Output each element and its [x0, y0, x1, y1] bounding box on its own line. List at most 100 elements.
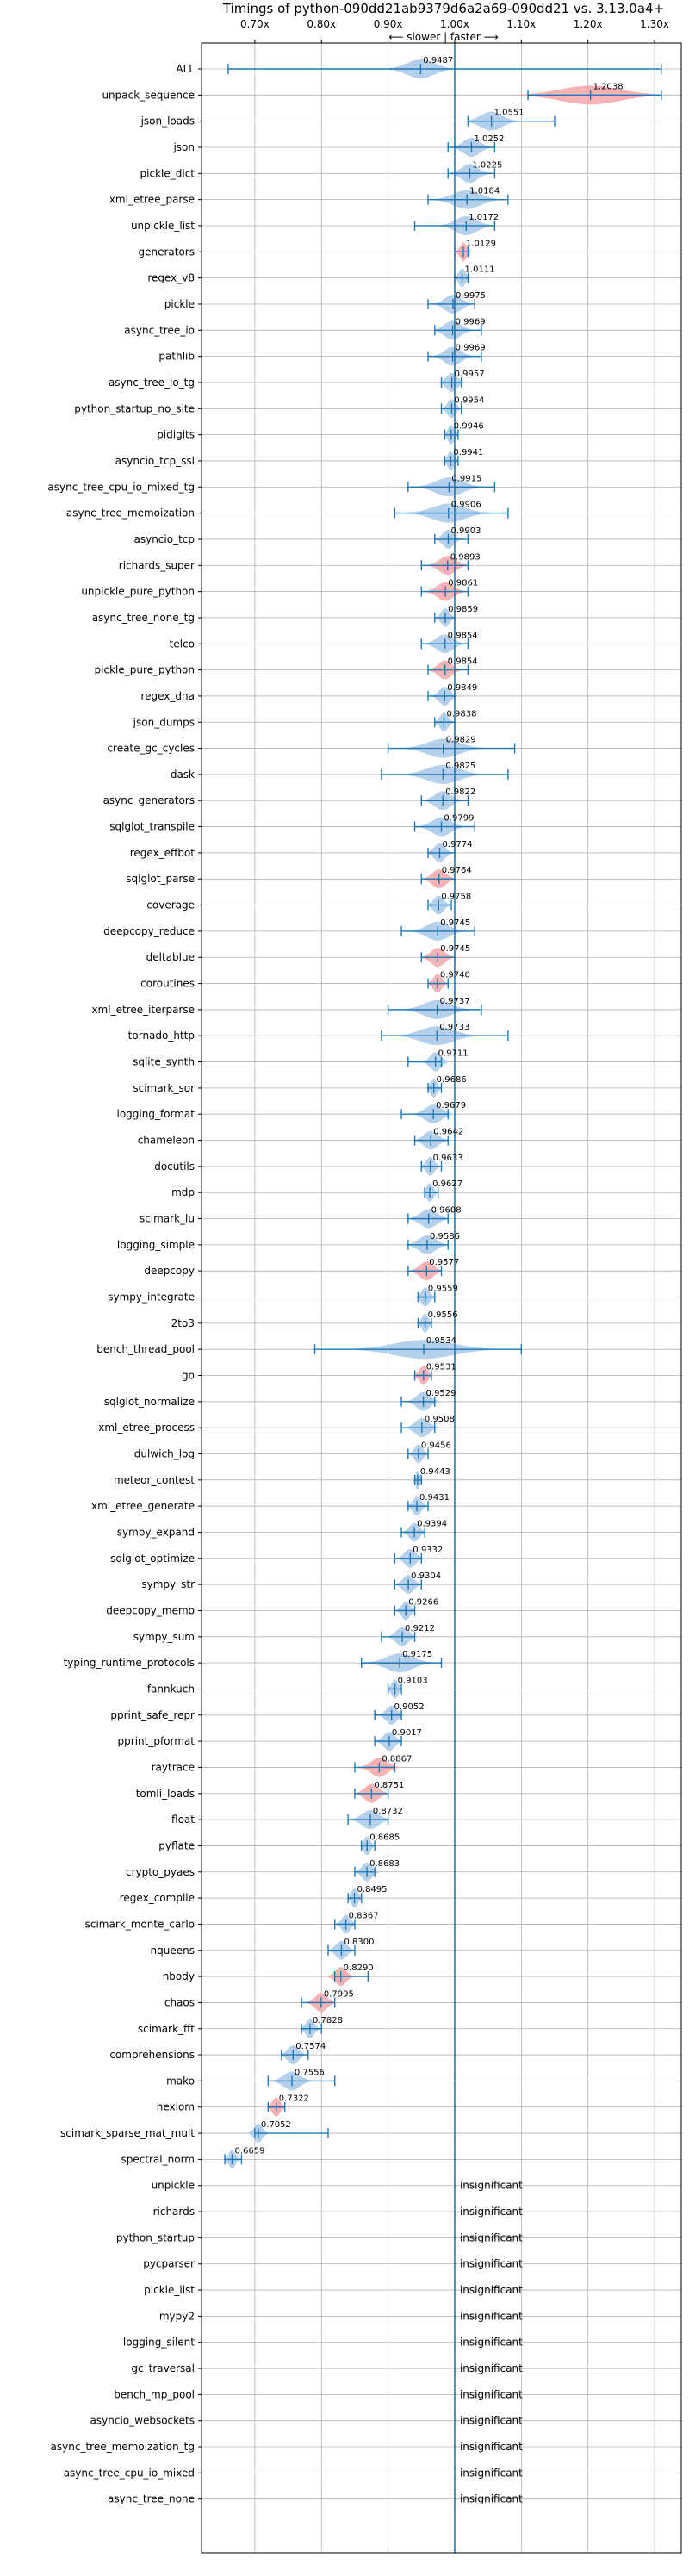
benchmark-label: scimark_sparse_mat_mult — [60, 2127, 195, 2139]
benchmark-label: logging_format — [116, 1108, 195, 1120]
value-label: 0.9854 — [448, 657, 478, 667]
benchmark-label: scimark_monte_carlo — [85, 1918, 195, 1930]
value-label: 0.7995 — [324, 1989, 354, 1999]
value-label: 0.8495 — [357, 1885, 388, 1895]
benchmark-label: docutils — [154, 1160, 195, 1173]
range-marks — [224, 43, 662, 2553]
value-label: 0.7828 — [313, 2016, 343, 2025]
benchmark-label: pickle_list — [144, 2284, 195, 2296]
benchmark-label: logging_silent — [123, 2336, 195, 2349]
benchmark-label: xml_etree_process — [98, 1422, 195, 1434]
value-label: 0.9774 — [442, 840, 472, 849]
benchmark-label: sqlite_synth — [133, 1056, 195, 1068]
value-label: 0.8290 — [344, 1963, 374, 1973]
benchmark-label: unpickle_list — [131, 220, 195, 232]
grid-lines — [198, 40, 681, 2553]
benchmark-label: python_startup — [116, 2231, 195, 2243]
benchmark-label: sympy_str — [141, 1578, 195, 1590]
benchmark-label: xml_etree_generate — [91, 1500, 195, 1512]
value-label: 0.9394 — [417, 1519, 447, 1528]
value-label: 0.9175 — [402, 1650, 432, 1659]
value-label: 0.9903 — [450, 526, 481, 536]
benchmark-label: unpickle_pure_python — [81, 586, 195, 598]
benchmark-label: dask — [171, 768, 195, 781]
benchmark-label: mypy2 — [159, 2310, 195, 2322]
benchmark-label: pprint_pformat — [118, 1735, 196, 1747]
benchmark-label: sqlglot_optimize — [110, 1552, 195, 1565]
benchmark-label: asyncio_websockets — [90, 2415, 195, 2427]
value-label: 0.9969 — [456, 344, 486, 353]
benchmark-label: comprehensions — [109, 2049, 195, 2061]
benchmark-label: async_generators — [103, 794, 195, 806]
value-label: 0.7556 — [295, 2068, 325, 2077]
value-label: 0.9745 — [440, 918, 470, 928]
benchmark-label: json_loads — [140, 115, 195, 128]
benchmark-label: xml_etree_iterparse — [91, 1004, 195, 1016]
value-label: 0.9915 — [451, 474, 481, 483]
value-label: 0.9893 — [450, 552, 481, 562]
benchmark-label: async_tree_memoization — [66, 507, 195, 520]
benchmark-label: async_tree_cpu_io_mixed_tg — [47, 481, 195, 493]
benchmark-label: regex_dna — [140, 690, 195, 702]
insignificant-label: insignificant — [460, 2362, 523, 2374]
value-label: 0.9534 — [426, 1336, 456, 1346]
benchmark-label: xml_etree_parse — [109, 194, 195, 206]
value-label: 0.9954 — [454, 395, 484, 405]
value-label: 0.9740 — [440, 971, 470, 980]
benchmark-label: sqlglot_transpile — [109, 821, 195, 833]
value-label: 0.9103 — [398, 1676, 428, 1685]
x-tick-label: 1.30x — [640, 18, 669, 30]
insignificant-label: insignificant — [460, 2180, 523, 2192]
value-label: 0.9642 — [433, 1128, 463, 1137]
benchmark-label: pathlib — [158, 351, 195, 363]
benchmark-label: async_tree_cpu_io_mixed — [64, 2467, 195, 2479]
value-label: 0.9508 — [425, 1415, 455, 1424]
benchmark-label: async_tree_none — [108, 2493, 195, 2505]
value-label: 0.9679 — [436, 1101, 466, 1111]
benchmark-label: nqueens — [151, 1944, 195, 1957]
x-tick-label: 0.90x — [374, 18, 403, 30]
insignificant-label: insignificant — [460, 2493, 523, 2505]
benchmark-label: python_startup_no_site — [74, 402, 195, 414]
value-label: 0.9608 — [431, 1206, 462, 1216]
benchmark-label: regex_v8 — [147, 272, 195, 284]
insignificant-label: insignificant — [460, 2206, 523, 2218]
benchmark-label: unpack_sequence — [102, 89, 195, 101]
benchmark-label: json_dumps — [133, 716, 195, 728]
value-label: 0.9017 — [392, 1728, 422, 1738]
value-label: 0.9627 — [432, 1179, 462, 1189]
value-label: 0.9854 — [448, 631, 478, 640]
benchmark-label: go — [182, 1370, 195, 1382]
value-label: 1.0551 — [494, 109, 525, 118]
insignificant-label: insignificant — [460, 2310, 523, 2322]
benchmark-label: async_tree_io — [124, 324, 195, 336]
benchmark-label: raytrace — [152, 1761, 195, 1773]
benchmark-label: typing_runtime_protocols — [64, 1657, 195, 1669]
value-label: 1.2038 — [593, 82, 624, 91]
benchmark-label: nbody — [163, 1970, 195, 1982]
benchmark-label: 2to3 — [171, 1317, 195, 1329]
benchmark-label: telco — [170, 638, 195, 650]
benchmark-label: coverage — [146, 899, 195, 912]
benchmark-label: dulwich_log — [134, 1447, 195, 1459]
value-label: 0.9559 — [428, 1285, 458, 1294]
value-label: 0.7574 — [295, 2042, 326, 2051]
value-label: 0.8367 — [349, 1911, 379, 1920]
insignificant-label: insignificant — [460, 2336, 523, 2349]
benchmark-label: ALL — [176, 63, 195, 75]
insignificant-label: insignificant — [460, 2258, 523, 2270]
x-tick-label: 1.20x — [574, 18, 603, 30]
benchmark-label: json — [172, 141, 195, 153]
plot-frame — [201, 42, 682, 2554]
value-label: 0.9531 — [426, 1363, 456, 1372]
benchmark-label: pickle — [164, 298, 195, 310]
value-label: 0.9577 — [429, 1258, 459, 1267]
value-label: 0.9838 — [446, 709, 476, 719]
x-tick-label: 1.10x — [506, 18, 536, 30]
value-label: 0.9859 — [448, 605, 478, 614]
benchmark-label: pprint_safe_repr — [110, 1709, 195, 1721]
benchmark-label: crypto_pyaes — [126, 1866, 195, 1878]
value-label: 0.9686 — [437, 1075, 467, 1085]
value-label: 0.9431 — [419, 1493, 450, 1503]
